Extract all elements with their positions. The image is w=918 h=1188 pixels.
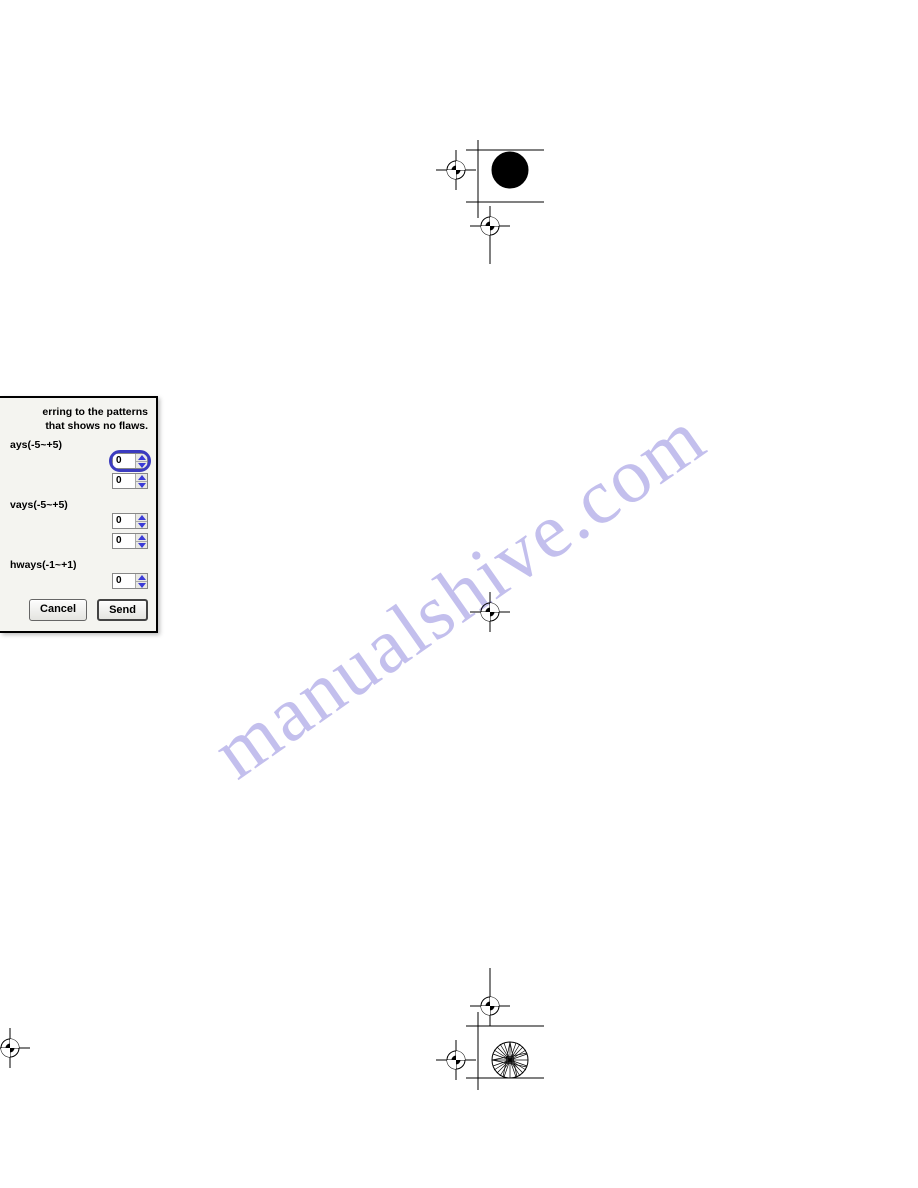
spin-up-icon[interactable]: [136, 474, 147, 482]
spin-down-icon[interactable]: [136, 462, 147, 469]
spin-down-icon[interactable]: [136, 482, 147, 489]
regmark-cross-center: [470, 592, 510, 632]
group2-value1: 0: [113, 514, 135, 528]
group-1: ays(-5~+5) 0 0: [6, 439, 148, 489]
group2-label: vays(-5~+5): [6, 499, 148, 511]
group3-value1: 0: [113, 574, 135, 588]
alignment-dialog: erring to the patterns that shows no fla…: [0, 396, 158, 633]
dialog-buttons: Cancel Send: [6, 599, 148, 621]
spin-up-icon[interactable]: [136, 534, 147, 542]
cancel-button[interactable]: Cancel: [29, 599, 87, 621]
group1-spinner2[interactable]: 0: [112, 473, 148, 489]
spin-up-icon[interactable]: [136, 514, 147, 522]
group3-spinner1[interactable]: 0: [112, 573, 148, 589]
regmark-cross-2: [470, 206, 510, 264]
regmark-radial-2: [490, 1040, 530, 1080]
regmark-cross-left: [0, 1028, 30, 1068]
group2-spinner2[interactable]: 0: [112, 533, 148, 549]
send-button[interactable]: Send: [97, 599, 148, 621]
watermark-text: manualshive.com: [196, 391, 721, 796]
group1-value2: 0: [113, 474, 135, 488]
group3-label: hways(-1~+1): [6, 559, 148, 571]
group-2: vays(-5~+5) 0 0: [6, 499, 148, 549]
group1-spinner1[interactable]: 0: [112, 453, 148, 469]
intro-line2: that shows no flaws.: [45, 420, 148, 432]
group2-spinner1[interactable]: 0: [112, 513, 148, 529]
spin-up-icon[interactable]: [136, 574, 147, 582]
spin-down-icon[interactable]: [136, 522, 147, 529]
group2-value2: 0: [113, 534, 135, 548]
group1-value1: 0: [113, 454, 135, 468]
dialog-intro: erring to the patterns that shows no fla…: [6, 406, 148, 433]
group-3: hways(-1~+1) 0: [6, 559, 148, 589]
group1-label: ays(-5~+5): [6, 439, 148, 451]
spin-down-icon[interactable]: [136, 542, 147, 549]
spin-up-icon[interactable]: [136, 454, 147, 462]
spin-down-icon[interactable]: [136, 582, 147, 589]
intro-line1: erring to the patterns: [42, 406, 148, 418]
regmark-cross-br2: [436, 1040, 476, 1080]
